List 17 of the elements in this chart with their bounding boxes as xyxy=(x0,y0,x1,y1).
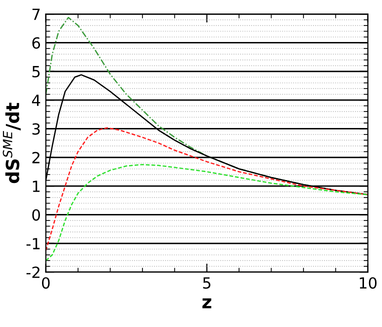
y-tick-label: -1 xyxy=(26,238,40,250)
x-tick-label: 0 xyxy=(42,277,50,289)
x-tick-label: 10 xyxy=(360,277,377,289)
line-series xyxy=(46,127,368,252)
y-tick-label: 1 xyxy=(32,180,40,192)
y-tick-label: 2 xyxy=(32,152,40,164)
y-tick-label: 7 xyxy=(32,8,40,20)
y-tick-label: 3 xyxy=(32,123,40,135)
x-tick-label: 5 xyxy=(203,277,210,289)
y-tick-label: 4 xyxy=(32,94,40,106)
y-axis-title: dS$^{SME}$/dt xyxy=(2,102,21,184)
y-tick-label: 0 xyxy=(32,209,40,221)
y-tick-label: 6 xyxy=(32,37,40,49)
line-series xyxy=(46,164,368,262)
y-tick-label: -2 xyxy=(26,266,40,278)
y-tick-label: 5 xyxy=(32,66,40,78)
x-axis-title: z xyxy=(202,298,212,308)
